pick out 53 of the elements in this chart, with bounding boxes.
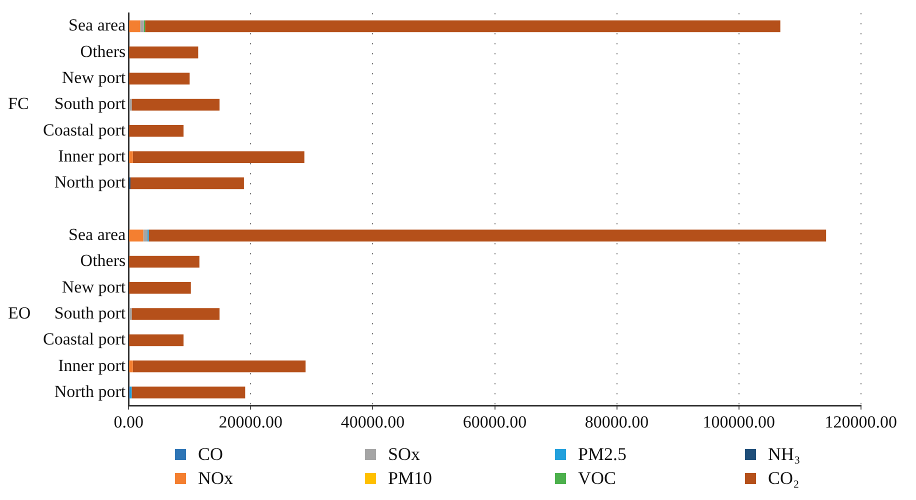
y-tick-label: South port: [54, 304, 126, 323]
y-tick-label: North port: [54, 382, 126, 401]
bar: [129, 360, 133, 372]
bar: [129, 72, 190, 84]
x-tick-label: 20000.00: [218, 412, 283, 432]
bar: [129, 46, 198, 58]
bar: [129, 282, 191, 294]
bar: [132, 386, 246, 398]
legend-label: NOx: [198, 468, 233, 488]
text: FC: [8, 94, 29, 114]
legend-label: PM2.5: [578, 444, 627, 464]
text: EO: [8, 304, 31, 323]
y-tick-label: North port: [54, 172, 126, 192]
bar: [132, 308, 220, 320]
y-tick-label: Inner port: [58, 146, 126, 166]
y-tick-label: Sea area: [68, 16, 126, 35]
bar: [145, 20, 780, 32]
x-tick-label: 0.00: [114, 412, 144, 432]
legend-label: PM10: [388, 468, 432, 488]
y-tick-label: Inner port: [58, 356, 126, 375]
y-tick-label: Sea area: [68, 225, 126, 244]
x-tick-label: 100000.00: [702, 412, 775, 432]
legend-label: CO₂: [768, 468, 800, 488]
x-tick-label: 80000.00: [584, 412, 649, 432]
y-tick-label: Others: [80, 251, 126, 270]
bar: [132, 360, 306, 372]
bar: [140, 20, 144, 32]
bar: [148, 230, 826, 242]
legend-label: SOx: [388, 444, 420, 464]
legend-label: NH₃: [768, 444, 800, 464]
y-tick-label: New port: [62, 68, 126, 88]
bar: [129, 125, 184, 137]
legend-label: CO: [198, 444, 224, 464]
y-tick-label: Coastal port: [42, 120, 126, 140]
y-tick-label: New port: [62, 277, 126, 296]
bar: [129, 256, 200, 268]
bar: [129, 334, 184, 346]
bar: [130, 177, 244, 190]
bar: [129, 308, 132, 320]
bar: [129, 20, 140, 32]
bar: [129, 230, 144, 242]
y-tick-label: Coastal port: [42, 330, 126, 349]
bar: [143, 230, 148, 242]
legend-label: VOC: [578, 468, 616, 488]
bar: [129, 98, 132, 111]
bar: [129, 151, 133, 163]
y-tick-label: Others: [80, 42, 126, 61]
x-tick-label: 40000.00: [340, 412, 405, 432]
x-tick-label: 120000.00: [824, 412, 897, 432]
y-tick-label: South port: [54, 94, 126, 114]
bar: [132, 98, 220, 111]
x-tick-label: 60000.00: [462, 412, 527, 432]
bar: [132, 151, 304, 163]
